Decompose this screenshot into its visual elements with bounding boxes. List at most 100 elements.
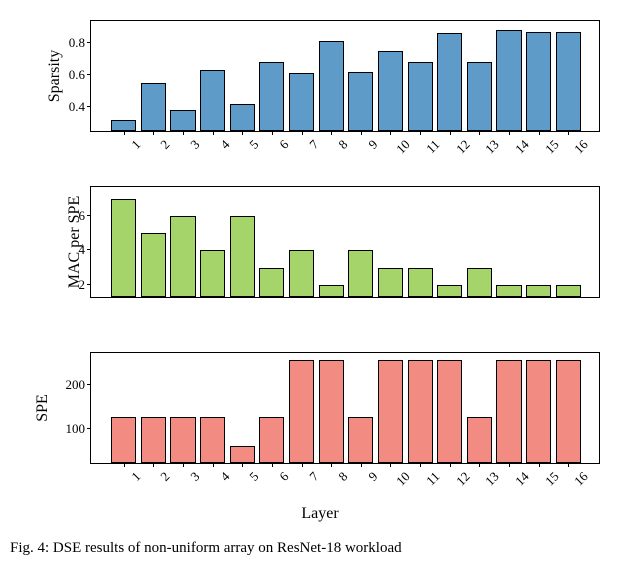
x-tick-mark	[539, 131, 540, 135]
x-tick-mark	[361, 131, 362, 135]
x-tick-label: 12	[447, 131, 473, 157]
x-tick-mark	[479, 463, 480, 467]
x-tick-label: 14	[506, 463, 532, 489]
bar	[437, 285, 462, 297]
bar	[437, 33, 462, 131]
x-tick-label: 14	[506, 131, 532, 157]
x-tick-mark	[183, 463, 184, 467]
panel-sparsity: Sparsity0.40.60.812345678910111213141516	[90, 20, 600, 132]
x-tick-mark	[539, 463, 540, 467]
x-tick-label: 13	[477, 463, 503, 489]
bar	[111, 199, 136, 297]
bar	[259, 417, 284, 463]
y-tick-mark	[87, 384, 91, 385]
x-tick-label: 8	[330, 131, 352, 153]
x-tick-label: 4	[211, 131, 233, 153]
x-tick-label: 7	[300, 463, 322, 485]
bar	[348, 250, 373, 297]
x-axis-label: Layer	[301, 505, 338, 523]
x-tick-mark	[450, 131, 451, 135]
bar	[259, 268, 284, 297]
bar	[319, 41, 344, 131]
x-tick-label: 10	[388, 463, 414, 489]
y-tick-mark	[87, 284, 91, 285]
bar	[348, 72, 373, 131]
bar	[200, 417, 225, 463]
x-tick-label: 8	[330, 463, 352, 485]
bar	[496, 285, 521, 297]
x-tick-mark	[272, 131, 273, 135]
bar	[259, 62, 284, 131]
bar	[496, 30, 521, 131]
x-tick-label: 1	[122, 131, 144, 153]
bar	[467, 268, 492, 297]
y-tick-label: 200	[66, 377, 92, 393]
y-tick-mark	[87, 74, 91, 75]
y-tick-label: 4	[79, 242, 92, 258]
x-tick-label: 15	[536, 131, 562, 157]
bar	[378, 360, 403, 463]
x-tick-mark	[242, 463, 243, 467]
x-tick-mark	[509, 463, 510, 467]
bar	[170, 216, 195, 297]
x-tick-label: 3	[182, 463, 204, 485]
y-tick-mark	[87, 42, 91, 43]
x-tick-label: 2	[152, 131, 174, 153]
bar	[200, 70, 225, 131]
figure: { "layout":{ "figure_w":640,"figure_h":5…	[0, 0, 640, 567]
x-tick-mark	[361, 463, 362, 467]
x-tick-label: 5	[241, 463, 263, 485]
y-tick-label: 0.6	[69, 67, 91, 83]
bar	[556, 32, 581, 131]
x-tick-mark	[242, 131, 243, 135]
bar	[496, 360, 521, 463]
bar	[289, 250, 314, 297]
bar	[348, 417, 373, 463]
x-tick-mark	[420, 131, 421, 135]
x-tick-label: 6	[271, 463, 293, 485]
bar	[378, 268, 403, 297]
panel-spe: SPE10020012345678910111213141516	[90, 352, 600, 464]
bar	[230, 104, 255, 131]
bar	[141, 233, 166, 297]
x-tick-label: 4	[211, 463, 233, 485]
x-tick-mark	[302, 463, 303, 467]
bar	[526, 32, 551, 131]
bar	[111, 120, 136, 131]
x-tick-label: 11	[418, 463, 444, 489]
y-tick-label: 0.8	[69, 35, 91, 51]
x-tick-mark	[124, 131, 125, 135]
x-tick-mark	[153, 463, 154, 467]
bar	[319, 360, 344, 463]
x-tick-mark	[153, 131, 154, 135]
x-tick-mark	[568, 463, 569, 467]
x-tick-label: 3	[182, 131, 204, 153]
x-tick-mark	[124, 463, 125, 467]
x-tick-label: 15	[536, 463, 562, 489]
x-tick-label: 1	[122, 463, 144, 485]
x-tick-mark	[450, 463, 451, 467]
bar	[408, 360, 433, 463]
x-tick-mark	[568, 131, 569, 135]
bar	[141, 83, 166, 131]
figure-caption: Fig. 4: DSE results of non-uniform array…	[10, 540, 402, 557]
y-tick-label: 0.4	[69, 99, 91, 115]
x-tick-label: 12	[447, 463, 473, 489]
x-tick-label: 6	[271, 131, 293, 153]
y-axis-label: Sparsity	[46, 50, 64, 102]
y-axis-label: SPE	[34, 394, 52, 422]
x-tick-mark	[331, 463, 332, 467]
bar	[408, 62, 433, 131]
x-tick-label: 5	[241, 131, 263, 153]
x-tick-mark	[479, 131, 480, 135]
x-tick-mark	[213, 131, 214, 135]
x-tick-label: 9	[359, 131, 381, 153]
x-tick-mark	[390, 463, 391, 467]
y-tick-label: 6	[79, 208, 92, 224]
x-tick-label: 11	[418, 131, 444, 157]
x-tick-label: 7	[300, 131, 322, 153]
x-tick-label: 2	[152, 463, 174, 485]
x-tick-mark	[509, 131, 510, 135]
x-tick-mark	[420, 463, 421, 467]
x-tick-mark	[390, 131, 391, 135]
